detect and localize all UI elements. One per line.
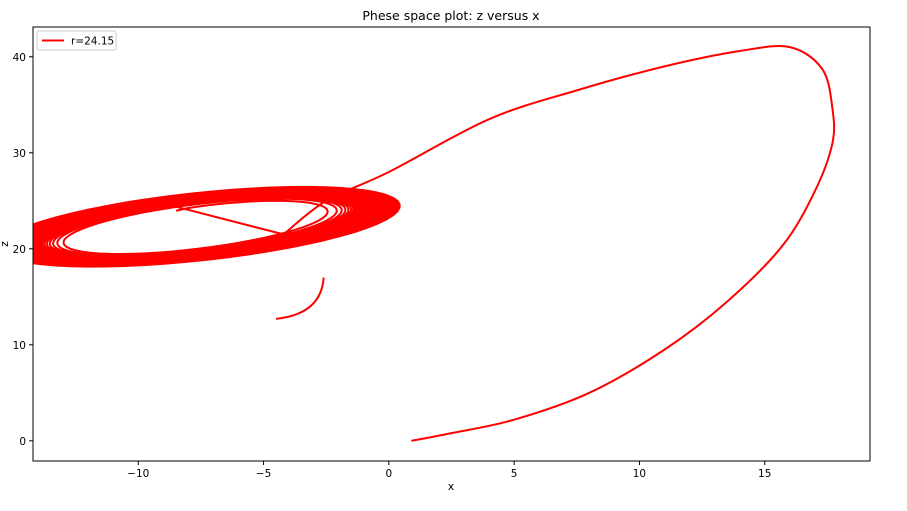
legend: r=24.15 — [36, 30, 117, 51]
plot-area — [32, 26, 871, 462]
x-tick-label: 15 — [758, 468, 771, 480]
x-tick-label: −10 — [127, 468, 149, 480]
y-axis-label: z — [0, 241, 11, 247]
x-axis: −10 −5 0 5 10 15 — [127, 461, 771, 480]
plot-background — [33, 27, 870, 461]
series-layer — [33, 45, 836, 442]
x-axis-label: x — [448, 480, 455, 493]
series-line — [33, 45, 836, 442]
plot-frame — [32, 26, 871, 462]
y-tick-label: 10 — [13, 340, 26, 352]
y-axis: 0 10 20 30 40 — [13, 52, 33, 448]
chart-title: Phese space plot: z versus x — [362, 8, 539, 23]
legend-label: r=24.15 — [71, 36, 114, 48]
x-tick-label: 10 — [633, 468, 646, 480]
x-tick-label: 0 — [386, 468, 393, 480]
y-tick-label: 30 — [13, 148, 26, 160]
y-tick-label: 0 — [19, 436, 26, 448]
y-tick-label: 20 — [13, 244, 26, 256]
series-line-tail — [275, 277, 325, 320]
x-tick-label: −5 — [256, 468, 271, 480]
x-tick-label: 5 — [511, 468, 518, 480]
legend-box — [36, 30, 117, 51]
y-tick-label: 40 — [13, 52, 26, 64]
